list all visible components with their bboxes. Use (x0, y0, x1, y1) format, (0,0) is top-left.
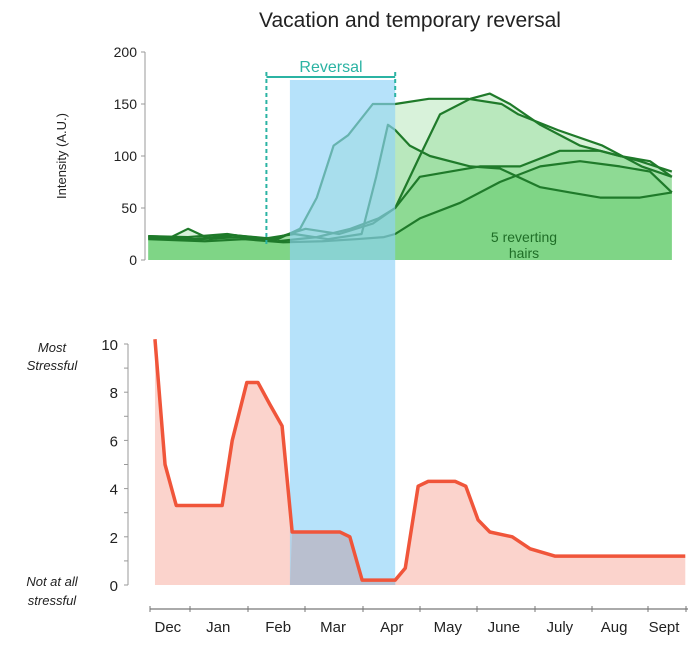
y-tick-label-top: 200 (114, 44, 138, 60)
x-tick-label: Sept (649, 619, 681, 636)
x-tick-label: Jan (206, 619, 230, 636)
x-tick-label: Dec (154, 619, 181, 636)
most-stressful-line2: Stressful (27, 358, 79, 373)
x-tick-label: Feb (265, 619, 291, 636)
y-tick-label-bottom: 2 (110, 530, 118, 547)
reversal-label: Reversal (299, 59, 362, 76)
vacation-band (289, 80, 396, 585)
x-tick-label: May (434, 619, 463, 636)
x-tick-label: Apr (380, 619, 403, 636)
y-axis-label-top: Intensity (A.U.) (54, 113, 69, 199)
y-tick-label-bottom: 4 (110, 482, 118, 499)
hair-area-2 (148, 124, 672, 260)
x-tick-label: Mar (320, 619, 346, 636)
hair-line-3 (148, 92, 673, 241)
not-stressful-line2: stressful (28, 593, 78, 608)
y-tick-label-bottom: 10 (101, 337, 118, 354)
stress-line (153, 339, 686, 582)
hairs-annotation-line1: 5 reverting (491, 229, 557, 245)
hair-area-4 (148, 150, 672, 260)
y-tick-label-bottom: 6 (110, 433, 118, 450)
y-tick-label-top: 50 (121, 200, 137, 216)
overlay-layer: Dec Jan Feb Mar Apr May June July Aug Sept (149, 72, 688, 636)
y-tick-label-top: 0 (129, 252, 137, 268)
x-tick-label: July (546, 619, 573, 636)
top-plot: 0 50 100 150 200 (114, 44, 673, 268)
bottom-plot: 0 2 4 6 8 10 (101, 337, 686, 595)
x-tick-label: June (488, 619, 521, 636)
hair-area-1 (148, 98, 672, 260)
hair-line-4 (148, 149, 673, 243)
chart-title: Vacation and temporary reversal (259, 9, 561, 32)
hair-area-5 (148, 161, 672, 260)
hairs-annotation-line2: hairs (509, 245, 539, 261)
y-tick-label-top: 150 (114, 96, 138, 112)
y-tick-label-bottom: 0 (110, 578, 118, 595)
hair-line-5 (148, 160, 673, 244)
not-stressful-line1: Not at all (26, 574, 78, 589)
stress-area (154, 339, 686, 585)
y-tick-label-top: 100 (114, 148, 138, 164)
most-stressful-line1: Most (38, 340, 68, 355)
y-tick-label-bottom: 8 (110, 385, 118, 402)
stress-area-overlap (289, 531, 396, 585)
x-tick-label: Aug (601, 619, 628, 636)
